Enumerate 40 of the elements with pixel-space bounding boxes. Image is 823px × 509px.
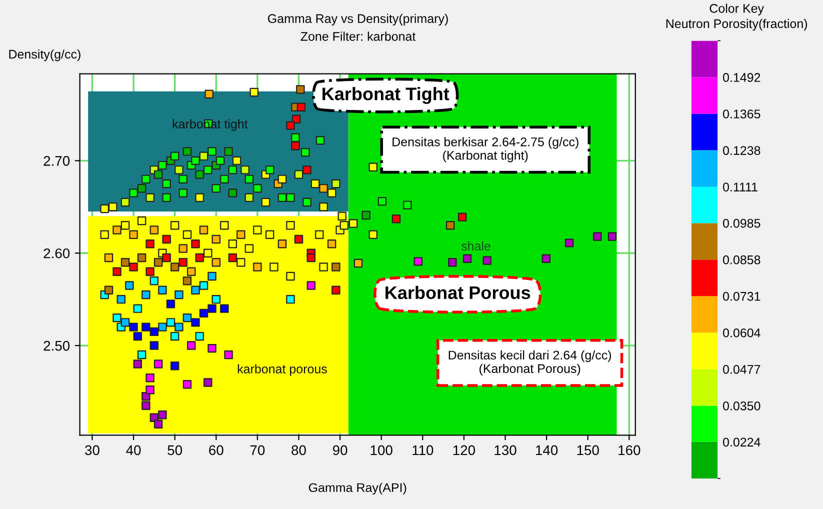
color-bar-label: 0.1238 — [723, 146, 760, 155]
x-tick-label: 70 — [250, 445, 265, 456]
x-tick-label: 80 — [292, 445, 306, 456]
band-label: karbonat porous — [238, 364, 327, 376]
x-axis-title: Gamma Ray(API) — [308, 482, 406, 495]
color-bar-label: 0.1492 — [723, 73, 760, 82]
color-bar-title: Neutron Porosity(fraction) — [666, 18, 808, 31]
x-tick-label: 30 — [85, 445, 100, 456]
x-tick-label: 90 — [332, 445, 348, 456]
color-bar-label: 0.0985 — [723, 218, 760, 228]
x-tick-label: 60 — [209, 445, 224, 456]
annotation: Densitas berkisar 2.64-2.75 (g/cc) (Karbonat tight) — [392, 137, 578, 162]
y-tick-label: 2.60 — [44, 248, 70, 258]
color-bar-label: 0.0731 — [723, 292, 760, 301]
annotation: Karbonat Tight — [322, 87, 450, 104]
chart-subtitle: Zone Filter: karbonat — [300, 32, 416, 41]
annotation: Densitas kecil dari 2.64 (g/cc) (Karbonat Porous) — [448, 350, 612, 376]
legend-title: Color Key — [710, 4, 764, 16]
x-tick-label: 50 — [168, 445, 182, 456]
chart-title: Gamma Ray vs Density(primary) — [268, 14, 448, 26]
color-bar-label: 0.0224 — [723, 438, 760, 447]
y-axis-title: Density(g/cc) — [9, 49, 80, 62]
x-tick-label: 160 — [618, 445, 640, 456]
color-bar-label: 0.0858 — [723, 255, 760, 264]
x-tick-label: 140 — [536, 445, 558, 456]
annotation: Karbonat Porous — [386, 286, 530, 300]
color-bar-label: 0.1111 — [723, 182, 758, 192]
color-bar-label: 0.1365 — [723, 110, 760, 118]
y-tick-label: 2.70 — [44, 156, 70, 166]
x-tick-label: 40 — [126, 445, 141, 456]
x-tick-label: 100 — [370, 445, 392, 456]
color-bar-label: 0.0350 — [723, 401, 760, 410]
x-tick-label: 150 — [577, 445, 599, 456]
x-tick-label: 130 — [494, 445, 516, 456]
color-bar-label: 0.0604 — [723, 328, 760, 338]
x-tick-label: 110 — [412, 445, 434, 456]
x-tick-label: 120 — [453, 445, 475, 456]
y-tick-label: 2.50 — [44, 340, 70, 351]
color-bar-label: 0.0477 — [723, 364, 760, 374]
band-label: shale — [461, 241, 490, 250]
